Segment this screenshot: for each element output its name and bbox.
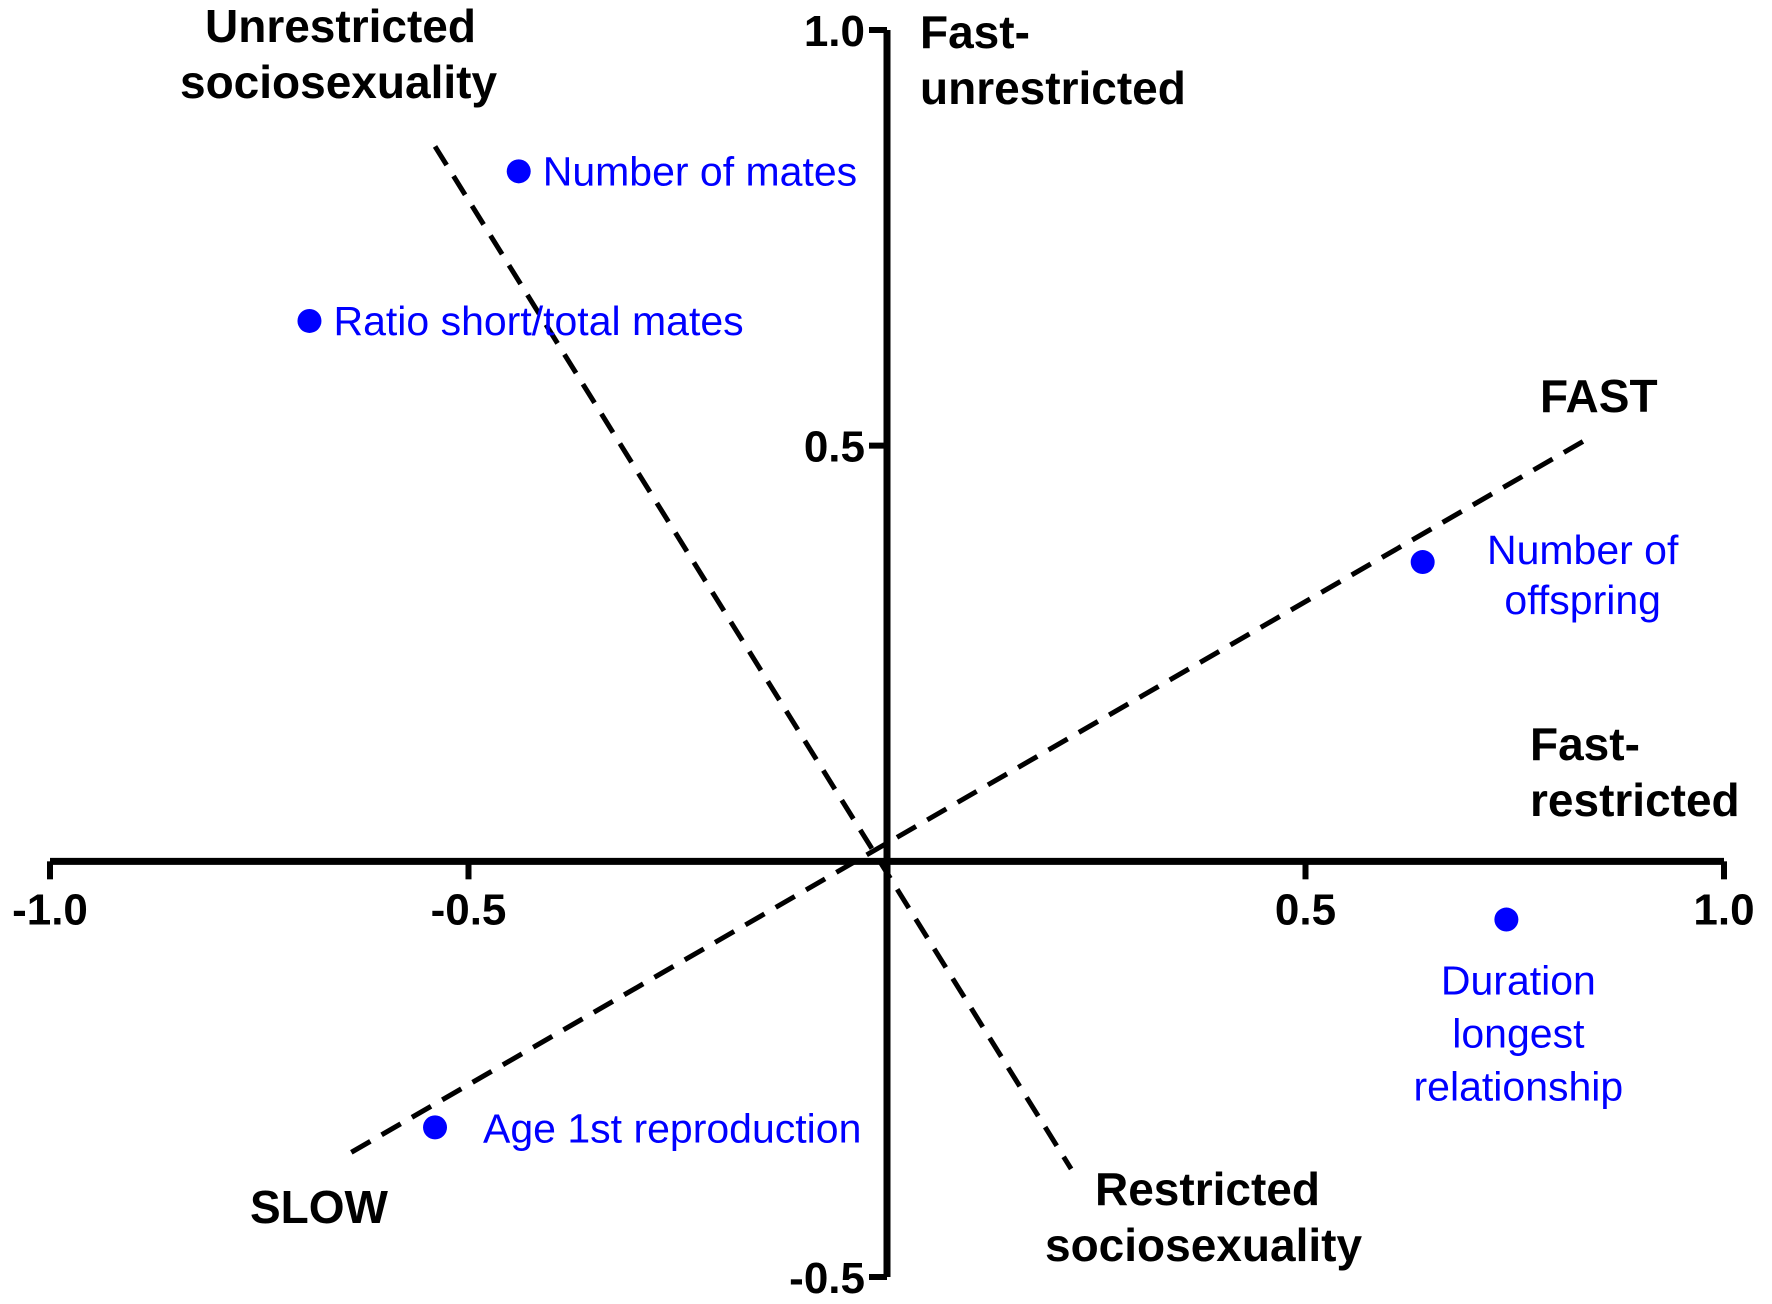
point-label: Number of offspring [1487, 527, 1679, 623]
region-label: Restricted sociosexuality [1045, 1163, 1362, 1271]
x-tick-label: 0.5 [1275, 885, 1336, 934]
region-labels: Unrestricted sociosexuality Fast-unrestric… [180, 0, 1740, 1271]
y-tick-label: -0.5 [789, 1254, 865, 1303]
dashed-line [432, 145, 1074, 1171]
region-label: Unrestricted sociosexuality [180, 0, 497, 108]
x-tick-label: 1.0 [1693, 885, 1754, 934]
y-tick-label: 1.0 [804, 7, 865, 56]
region-label: Fast-restricted [1530, 718, 1740, 826]
x-tick-label: -1.0 [12, 885, 88, 934]
data-point [1494, 907, 1519, 932]
data-point [297, 308, 322, 333]
region-label: FAST [1540, 370, 1658, 422]
region-label: SLOW [250, 1181, 389, 1233]
axes [47, 27, 1727, 1280]
region-label: Fast-unrestricted [920, 6, 1186, 114]
tick-labels: -1.0 -0.5 0.5 1.0 1.0 0.5 -0.5 [12, 7, 1755, 1303]
data-point [1410, 550, 1435, 575]
data-points: Number of mates Ratio short/total mates Nu… [297, 148, 1679, 1151]
point-label: Ratio short/total mates [333, 298, 743, 344]
data-point [506, 159, 531, 184]
point-label: Age 1st reproduction [483, 1105, 861, 1151]
point-label: Number of mates [543, 148, 857, 194]
x-tick-label: -0.5 [431, 885, 507, 934]
data-point [423, 1115, 448, 1140]
point-label: Duration longest relationship [1414, 958, 1624, 1110]
dashed-lines [350, 145, 1592, 1171]
y-tick-label: 0.5 [804, 423, 865, 472]
dashed-line [350, 435, 1592, 1155]
